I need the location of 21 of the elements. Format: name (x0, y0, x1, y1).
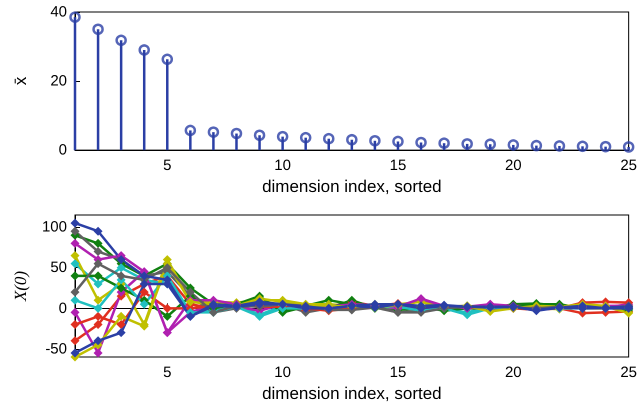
x-tick-label: 10 (274, 157, 291, 174)
y-tick-label: 0 (58, 300, 67, 317)
x-axis-title: dimension index, sorted (262, 384, 442, 403)
x-tick-label: 10 (274, 364, 291, 381)
x-axis-title: dimension index, sorted (262, 177, 442, 196)
x-tick-label: 25 (620, 157, 637, 174)
x-tick-label: 20 (504, 157, 522, 174)
x-tick-label: 5 (163, 364, 172, 381)
y-tick-label: 20 (50, 72, 67, 90)
y-tick-label: 0 (58, 142, 67, 159)
x-tick-label: 15 (390, 364, 406, 381)
x-tick-label: 15 (390, 157, 406, 174)
x-tick-label: 25 (620, 364, 637, 381)
x-tick-label: 20 (504, 364, 522, 381)
y-axis-title: x̄ (11, 76, 30, 86)
x-tick-label: 5 (163, 157, 172, 174)
y-tick-label: 100 (42, 218, 67, 236)
y-tick-label: 50 (50, 259, 67, 276)
y-axis-title: X(0) (11, 270, 30, 302)
y-tick-label: -50 (45, 340, 67, 358)
y-tick-label: 40 (50, 4, 67, 20)
